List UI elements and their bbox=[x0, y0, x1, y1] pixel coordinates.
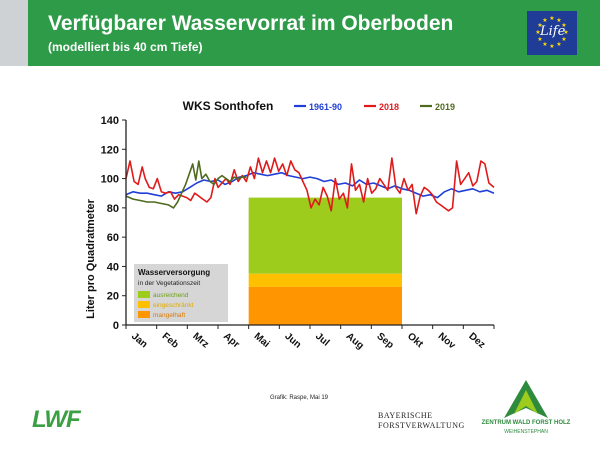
svg-text:★: ★ bbox=[542, 41, 547, 48]
eu-stars-icon: ★ ★★ ★★★ ★★★ ★★★ bbox=[535, 15, 568, 50]
bayerische-forstverwaltung-logo: BAYERISCHE FORSTVERWALTUNG bbox=[378, 411, 465, 431]
x-tick-label: Mai bbox=[252, 331, 272, 350]
svg-text:★: ★ bbox=[549, 43, 554, 50]
svg-text:★: ★ bbox=[535, 29, 540, 36]
zwfh-place: WEIHENSTEPHAN bbox=[504, 429, 548, 435]
y-axis-label: Liter pro Quadratmeter bbox=[85, 198, 97, 319]
annotation-title: Wasserversorgung bbox=[138, 268, 210, 277]
x-tick-label: Jul bbox=[313, 331, 331, 349]
legend-label-2019: 2019 bbox=[435, 102, 455, 112]
legend-label-2018: 2018 bbox=[379, 102, 399, 112]
svg-text:★: ★ bbox=[537, 36, 542, 43]
page-subtitle: (modelliert bis 40 cm Tiefe) bbox=[48, 40, 203, 54]
svg-text:★: ★ bbox=[556, 41, 561, 48]
annotation-swatch-mangelhaft bbox=[138, 311, 150, 318]
svg-text:★: ★ bbox=[561, 22, 566, 29]
chart-legend: 1961-90 2018 2019 bbox=[294, 102, 455, 112]
supply-bar bbox=[248, 197, 402, 325]
y-tick-label: 100 bbox=[101, 174, 119, 186]
annotation-subtitle: in der Vegetationszeit bbox=[138, 280, 200, 287]
graphic-credit: Grafik: Raspe, Mai 19 bbox=[270, 395, 329, 401]
y-tick-label: 20 bbox=[107, 291, 119, 303]
x-tick-label: Dez bbox=[466, 331, 487, 351]
svg-text:★: ★ bbox=[542, 17, 547, 24]
x-tick-label: Sep bbox=[374, 331, 395, 351]
tree-icon bbox=[504, 380, 548, 418]
bar-segment-eingeschränkt bbox=[248, 273, 402, 287]
chart-title: WKS Sonthofen bbox=[183, 99, 274, 113]
bar-segment-mangelhaft bbox=[248, 286, 402, 325]
x-tick-label: Apr bbox=[221, 331, 241, 351]
lwf-logo: LWF bbox=[32, 406, 81, 433]
svg-text:★: ★ bbox=[549, 15, 554, 22]
y-tick-label: 0 bbox=[113, 320, 119, 332]
annotation-swatch-ausreichend bbox=[138, 291, 150, 298]
x-tick-label: Aug bbox=[344, 331, 366, 352]
bfv-line-1: BAYERISCHE bbox=[378, 411, 433, 420]
annotation-item-mangelhaft: mangelhaft bbox=[153, 312, 185, 319]
header-side-strip bbox=[0, 0, 28, 66]
y-tick-label: 120 bbox=[101, 144, 119, 156]
y-tick-label: 40 bbox=[107, 261, 119, 273]
y-tick-label: 60 bbox=[107, 232, 119, 244]
svg-text:★: ★ bbox=[537, 22, 542, 29]
bar-segment-ausreichend bbox=[248, 197, 402, 274]
annotation-swatch-eingeschraenkt bbox=[138, 301, 150, 308]
x-tick-label: Feb bbox=[160, 331, 181, 351]
supply-annotation: Wasserversorgung in der Vegetationszeit … bbox=[134, 264, 228, 322]
svg-text:★: ★ bbox=[561, 36, 566, 43]
series-line-2019 bbox=[125, 160, 247, 209]
page-title: Verfügbarer Wasservorrat im Oberboden bbox=[48, 12, 454, 35]
x-tick-label: Nov bbox=[436, 331, 458, 352]
series-line-2018 bbox=[125, 157, 495, 215]
x-tick-label: Mrz bbox=[190, 331, 210, 351]
annotation-item-ausreichend: ausreichend bbox=[153, 292, 189, 299]
water-supply-chart: WKS Sonthofen 1961-90 2018 2019 Wasservers… bbox=[85, 99, 495, 352]
series-lines bbox=[125, 157, 495, 215]
bfv-line-2: FORSTVERWALTUNG bbox=[378, 421, 465, 430]
y-tick-label: 80 bbox=[107, 203, 119, 215]
zentrum-wald-forst-holz-logo: ZENTRUM WALD FORST HOLZ WEIHENSTEPHAN bbox=[476, 378, 576, 438]
x-tick-label: Jun bbox=[282, 331, 303, 351]
eu-life-logo: ★ ★ ★ ★ ★ ★ ★ ★ ★ ★ ★ ★ Life bbox=[527, 11, 577, 55]
svg-text:★: ★ bbox=[563, 29, 568, 36]
svg-text:★: ★ bbox=[556, 17, 561, 24]
header-banner: Verfügbarer Wasservorrat im Oberboden (m… bbox=[0, 0, 600, 66]
zwfh-name: ZENTRUM WALD FORST HOLZ bbox=[481, 420, 571, 426]
y-tick-label: 140 bbox=[101, 115, 119, 127]
life-logo-text: Life bbox=[540, 24, 566, 39]
x-tick-label: Okt bbox=[405, 331, 425, 351]
annotation-item-eingeschraenkt: eingeschränkt bbox=[153, 302, 194, 309]
x-tick-label: Jan bbox=[129, 331, 149, 351]
legend-label-1961-90: 1961-90 bbox=[309, 102, 342, 112]
